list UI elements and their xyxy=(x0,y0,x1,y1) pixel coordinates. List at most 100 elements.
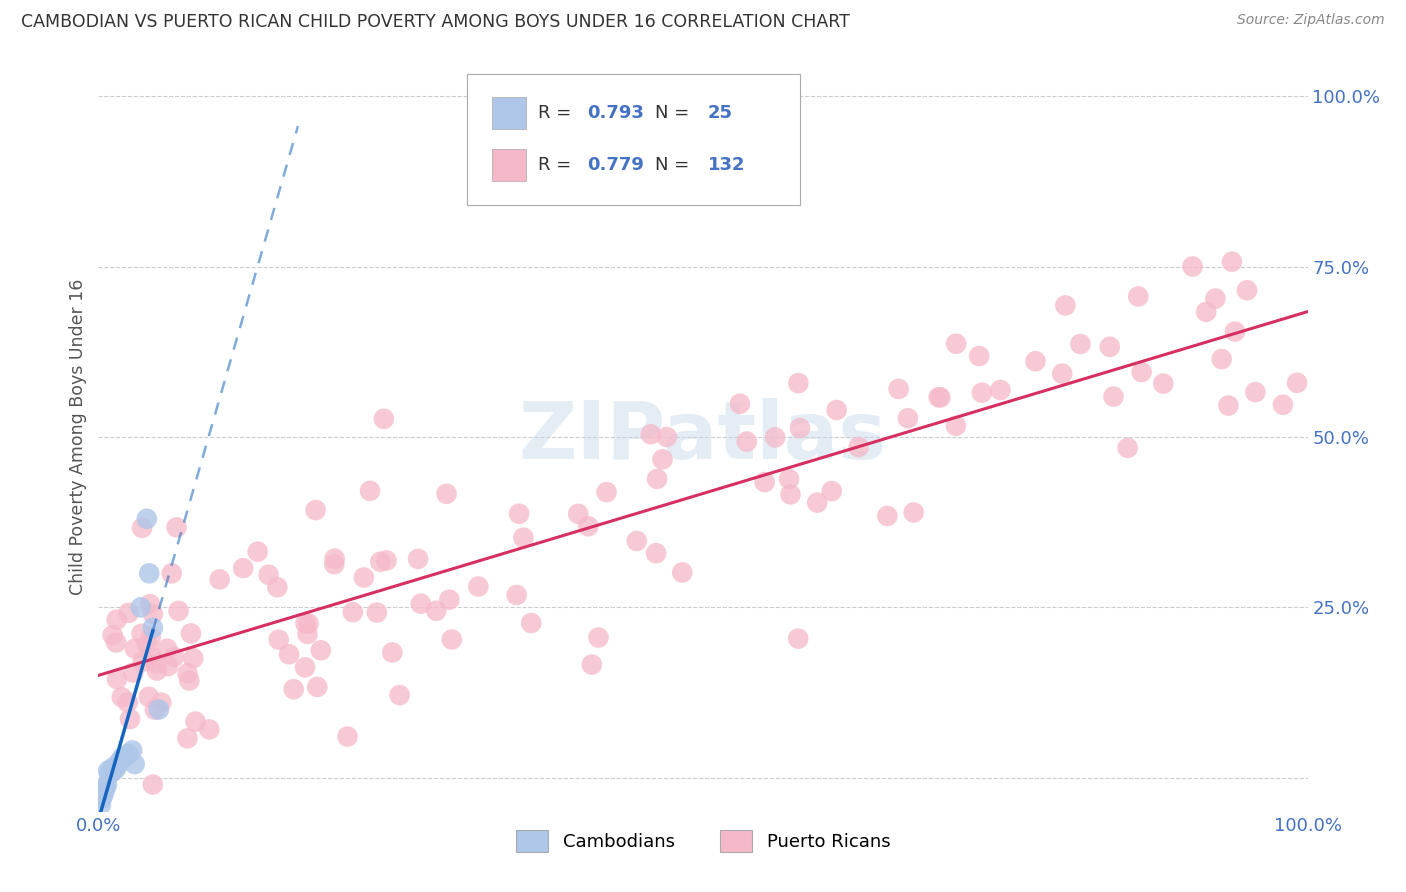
Point xyxy=(108,754,131,768)
Text: ZIPatlas: ZIPatlas xyxy=(519,398,887,476)
Point xyxy=(297,627,319,641)
Point xyxy=(439,592,461,607)
Point xyxy=(100,763,122,777)
Point xyxy=(160,566,183,581)
Text: Source: ZipAtlas.com: Source: ZipAtlas.com xyxy=(1237,13,1385,28)
Point xyxy=(117,606,139,620)
Point xyxy=(309,643,332,657)
Point xyxy=(166,520,188,534)
Point xyxy=(107,757,129,772)
Point xyxy=(1054,298,1077,312)
Point xyxy=(304,503,326,517)
Legend: Cambodians, Puerto Ricans: Cambodians, Puerto Ricans xyxy=(509,822,897,859)
Point xyxy=(141,650,163,665)
FancyBboxPatch shape xyxy=(492,149,526,181)
Point xyxy=(876,508,898,523)
Point xyxy=(267,632,290,647)
Point xyxy=(467,580,489,594)
Point xyxy=(595,485,617,500)
Point xyxy=(359,483,381,498)
Point xyxy=(131,626,153,640)
Point xyxy=(156,641,179,656)
Point xyxy=(180,626,202,640)
Point xyxy=(307,680,329,694)
Point xyxy=(124,757,146,772)
Point xyxy=(111,690,134,705)
Point xyxy=(406,552,429,566)
Point xyxy=(294,616,316,631)
Point xyxy=(381,645,404,659)
Point xyxy=(179,673,201,688)
Point xyxy=(735,434,758,449)
Point xyxy=(105,635,128,649)
Point xyxy=(118,747,141,761)
Point xyxy=(146,664,169,678)
Point xyxy=(640,427,662,442)
Point xyxy=(91,788,114,802)
Point xyxy=(567,507,589,521)
Point xyxy=(1102,390,1125,404)
Y-axis label: Child Poverty Among Boys Under 16: Child Poverty Among Boys Under 16 xyxy=(69,279,87,595)
Point xyxy=(105,613,128,627)
Point xyxy=(117,695,139,709)
Point xyxy=(96,777,118,791)
Point xyxy=(103,764,125,778)
Point xyxy=(353,570,375,584)
Point xyxy=(728,397,751,411)
Text: CAMBODIAN VS PUERTO RICAN CHILD POVERTY AMONG BOYS UNDER 16 CORRELATION CHART: CAMBODIAN VS PUERTO RICAN CHILD POVERTY … xyxy=(21,13,851,31)
Point xyxy=(1128,289,1150,303)
Point xyxy=(897,411,920,425)
Point xyxy=(903,506,925,520)
Point xyxy=(136,637,159,651)
Point xyxy=(1152,376,1174,391)
Point xyxy=(184,714,207,729)
Point xyxy=(138,566,160,581)
Point xyxy=(373,412,395,426)
Point xyxy=(101,628,124,642)
Point xyxy=(970,385,993,400)
Text: 25: 25 xyxy=(707,103,733,122)
Point xyxy=(778,472,800,486)
Point xyxy=(114,750,136,764)
Point xyxy=(1098,340,1121,354)
Point xyxy=(409,597,432,611)
Point xyxy=(97,764,120,778)
Point xyxy=(142,777,165,791)
Point xyxy=(789,421,811,435)
Point xyxy=(101,760,124,774)
Point xyxy=(257,567,280,582)
Point xyxy=(928,390,950,404)
Text: R =: R = xyxy=(538,103,576,122)
Point xyxy=(294,660,316,674)
Point xyxy=(763,430,786,444)
Text: N =: N = xyxy=(655,103,695,122)
Point xyxy=(1286,376,1309,390)
Point xyxy=(779,487,801,501)
Point xyxy=(142,607,165,621)
Point xyxy=(124,641,146,656)
Point xyxy=(508,507,530,521)
Point xyxy=(645,546,668,560)
Point xyxy=(787,376,810,391)
Point xyxy=(370,555,392,569)
Point xyxy=(336,730,359,744)
Point xyxy=(588,631,610,645)
Text: 0.793: 0.793 xyxy=(588,103,644,122)
Point xyxy=(388,688,411,702)
Point xyxy=(945,336,967,351)
Point xyxy=(98,767,121,781)
Point xyxy=(671,566,693,580)
Point xyxy=(887,382,910,396)
Point xyxy=(145,657,167,671)
Point xyxy=(990,383,1012,397)
Point xyxy=(91,791,114,805)
Point xyxy=(1130,365,1153,379)
Point xyxy=(848,440,870,454)
Point xyxy=(342,605,364,619)
Point xyxy=(1211,352,1233,367)
Point xyxy=(323,551,346,566)
Point xyxy=(139,597,162,611)
Point xyxy=(436,487,458,501)
Point xyxy=(148,702,170,716)
Point xyxy=(929,390,952,404)
